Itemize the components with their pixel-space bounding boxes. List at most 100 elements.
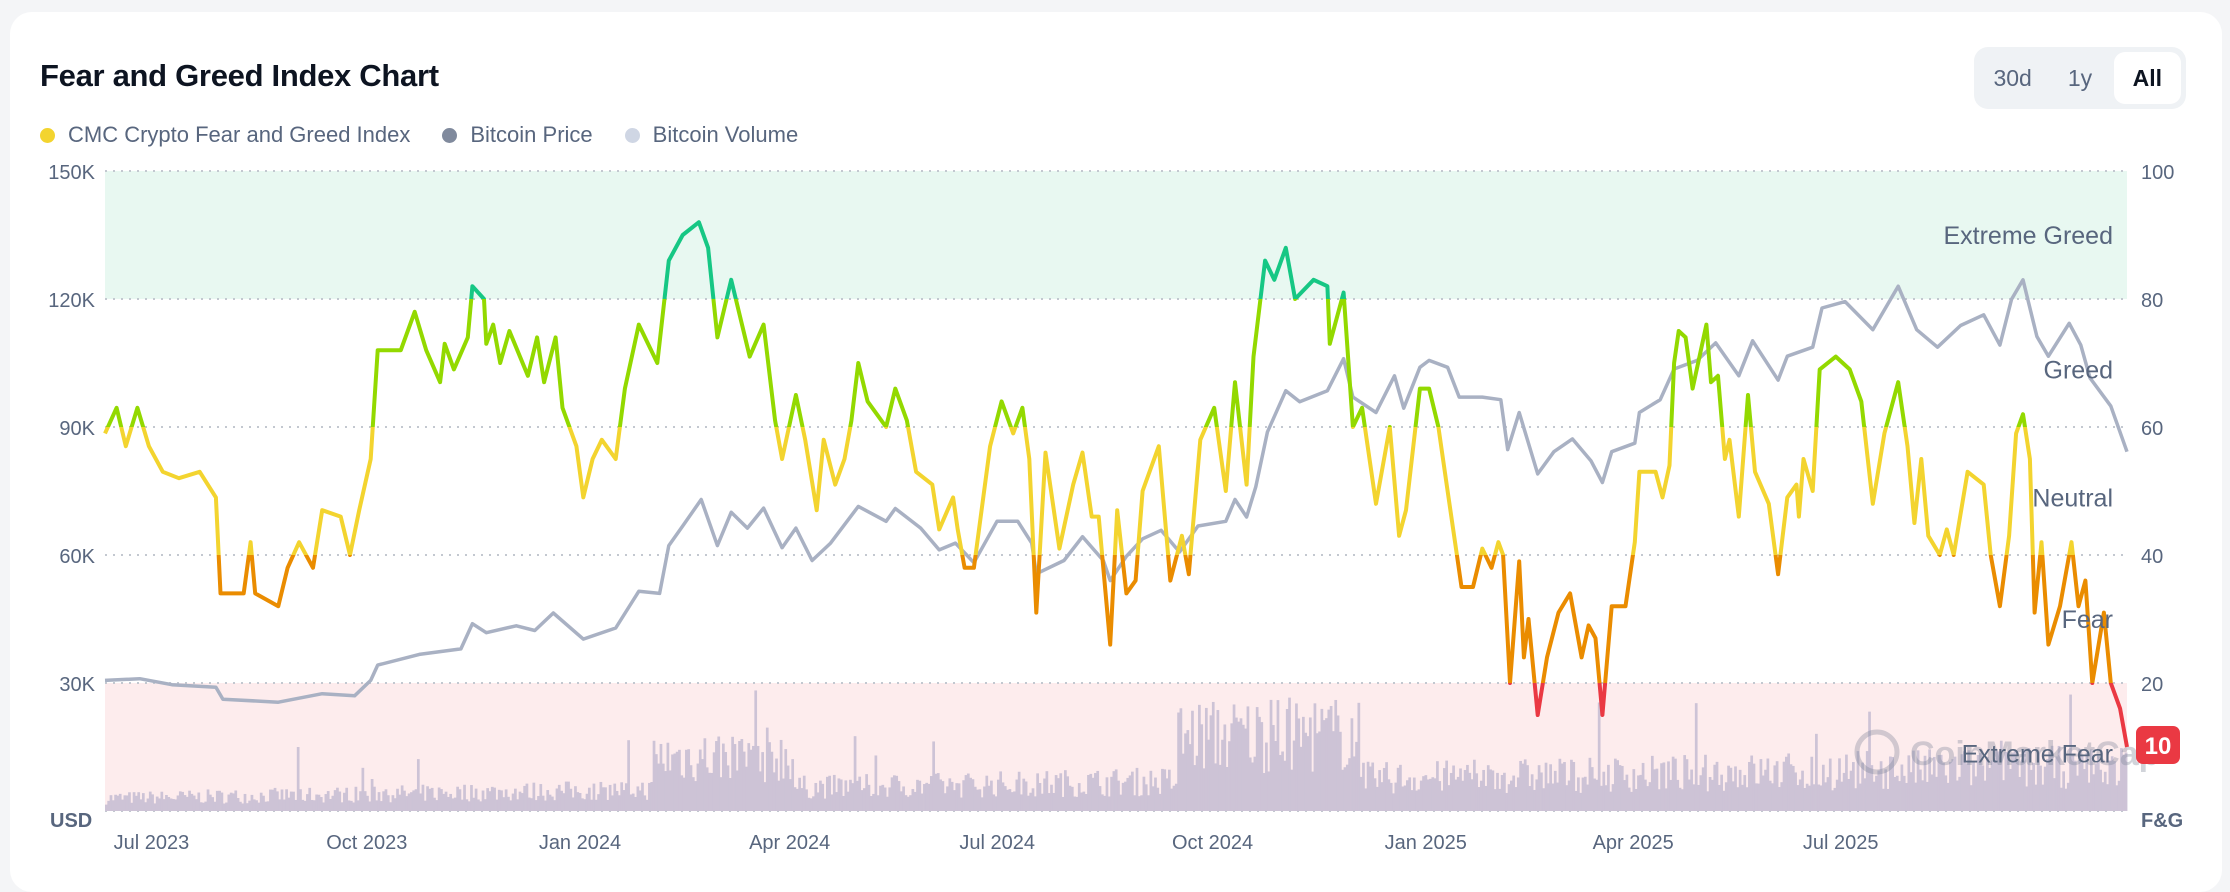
volume-bar	[983, 786, 986, 811]
volume-bar	[178, 791, 182, 811]
volume-bar	[821, 783, 825, 811]
volume-bar	[276, 791, 279, 811]
range-all-button[interactable]: All	[2113, 52, 2181, 104]
volume-bar	[932, 741, 935, 811]
volume-bar	[1764, 769, 1767, 811]
volume-bar	[1983, 780, 1987, 811]
volume-bar	[923, 784, 926, 811]
volume-bar	[1401, 786, 1405, 811]
volume-bar	[310, 799, 314, 811]
volume-bar	[557, 784, 561, 811]
volume-bar	[516, 799, 520, 811]
legend-item-bitcoin-price[interactable]: Bitcoin Price	[442, 122, 593, 148]
volume-bar	[1308, 717, 1312, 811]
volume-bar	[1644, 779, 1647, 811]
volume-bar	[1267, 771, 1271, 811]
volume-bar	[1082, 791, 1086, 811]
volume-bar	[747, 743, 751, 811]
volume-bar	[135, 795, 138, 811]
volume-bar	[285, 789, 288, 811]
volume-bar	[943, 793, 947, 811]
volume-bar	[777, 780, 781, 811]
volume-bar	[1882, 788, 1885, 811]
volume-bar	[1211, 701, 1215, 811]
volume-bar	[1745, 787, 1749, 811]
volume-bar	[507, 796, 510, 811]
volume-bar	[132, 792, 136, 811]
volume-bar	[1609, 791, 1613, 811]
volume-bar	[1449, 772, 1453, 811]
volume-bar	[2073, 760, 2077, 811]
volume-bar	[1322, 720, 1326, 811]
volume-bar	[1886, 788, 1890, 811]
volume-bar	[1024, 781, 1028, 811]
volume-bar	[1318, 731, 1321, 811]
volume-bar	[1003, 786, 1007, 811]
volume-bar	[1676, 779, 1680, 811]
volume-bar	[1620, 765, 1624, 811]
volume-bar	[550, 796, 554, 811]
volume-bar	[460, 799, 464, 811]
x-tick-label: Jul 2024	[959, 832, 1035, 854]
volume-bar	[953, 790, 956, 811]
volume-bar	[1581, 777, 1585, 811]
volume-bar	[495, 799, 499, 811]
volume-bar	[927, 783, 931, 811]
volume-bar	[1336, 715, 1340, 811]
volume-bar	[1734, 766, 1737, 811]
range-30d-button[interactable]: 30d	[1993, 64, 2032, 91]
range-1y-button[interactable]: 1y	[2067, 64, 2093, 91]
volume-bar	[128, 792, 131, 811]
volume-bar	[1325, 718, 1328, 811]
volume-bar	[1623, 780, 1626, 811]
volume-bar	[2120, 748, 2123, 811]
volume-bar	[1179, 708, 1183, 811]
volume-bar	[1010, 792, 1014, 811]
volume-bar	[936, 773, 940, 811]
volume-bar	[1126, 777, 1130, 811]
volume-bar	[266, 801, 270, 811]
volume-bar	[2062, 771, 2066, 811]
volume-bar	[118, 793, 122, 811]
volume-bar	[738, 741, 741, 811]
volume-bar	[555, 788, 559, 811]
volume-bar	[980, 797, 984, 811]
volume-bar	[1567, 780, 1571, 811]
volume-bar	[2064, 788, 2068, 811]
volume-bar	[1244, 728, 1247, 811]
volume-bar	[906, 796, 910, 811]
legend-item-bitcoin-volume[interactable]: Bitcoin Volume	[624, 122, 799, 148]
volume-bar	[1981, 765, 1985, 811]
volume-bar	[1540, 772, 1543, 811]
volume-bar	[1006, 789, 1009, 811]
volume-bar	[1868, 711, 1871, 811]
volume-bar	[1436, 761, 1439, 811]
volume-bar	[352, 802, 355, 811]
volume-bar	[842, 795, 845, 811]
volume-bar	[724, 752, 728, 811]
volume-bar	[597, 794, 600, 811]
volume-bar	[1988, 767, 1992, 811]
volume-bar	[393, 798, 397, 811]
volume-bar	[1699, 775, 1703, 811]
y-right-tick-label: 20	[2141, 674, 2163, 696]
volume-bar	[839, 779, 843, 811]
volume-bar	[502, 797, 506, 811]
volume-bar	[1895, 775, 1899, 811]
volume-bar	[844, 780, 848, 811]
volume-bar	[805, 789, 808, 811]
volume-bar	[1715, 761, 1719, 811]
volume-bar	[648, 782, 651, 811]
volume-bar	[1838, 758, 1841, 811]
legend-label: Bitcoin Volume	[652, 122, 799, 147]
volume-bar	[109, 795, 113, 811]
volume-bar	[925, 782, 929, 811]
volume-bar	[197, 792, 201, 811]
volume-bar	[1200, 724, 1204, 811]
volume-bar	[849, 779, 852, 811]
legend-item-fear-greed[interactable]: CMC Crypto Fear and Greed Index	[40, 122, 410, 148]
volume-bar	[1872, 781, 1876, 811]
volume-bar	[1815, 733, 1818, 811]
volume-bar	[886, 796, 889, 811]
